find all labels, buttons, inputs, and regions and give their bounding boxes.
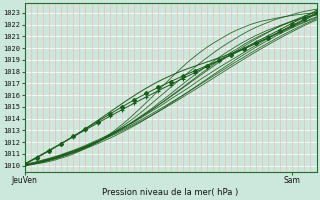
X-axis label: Pression niveau de la mer( hPa ): Pression niveau de la mer( hPa ) xyxy=(102,188,239,197)
